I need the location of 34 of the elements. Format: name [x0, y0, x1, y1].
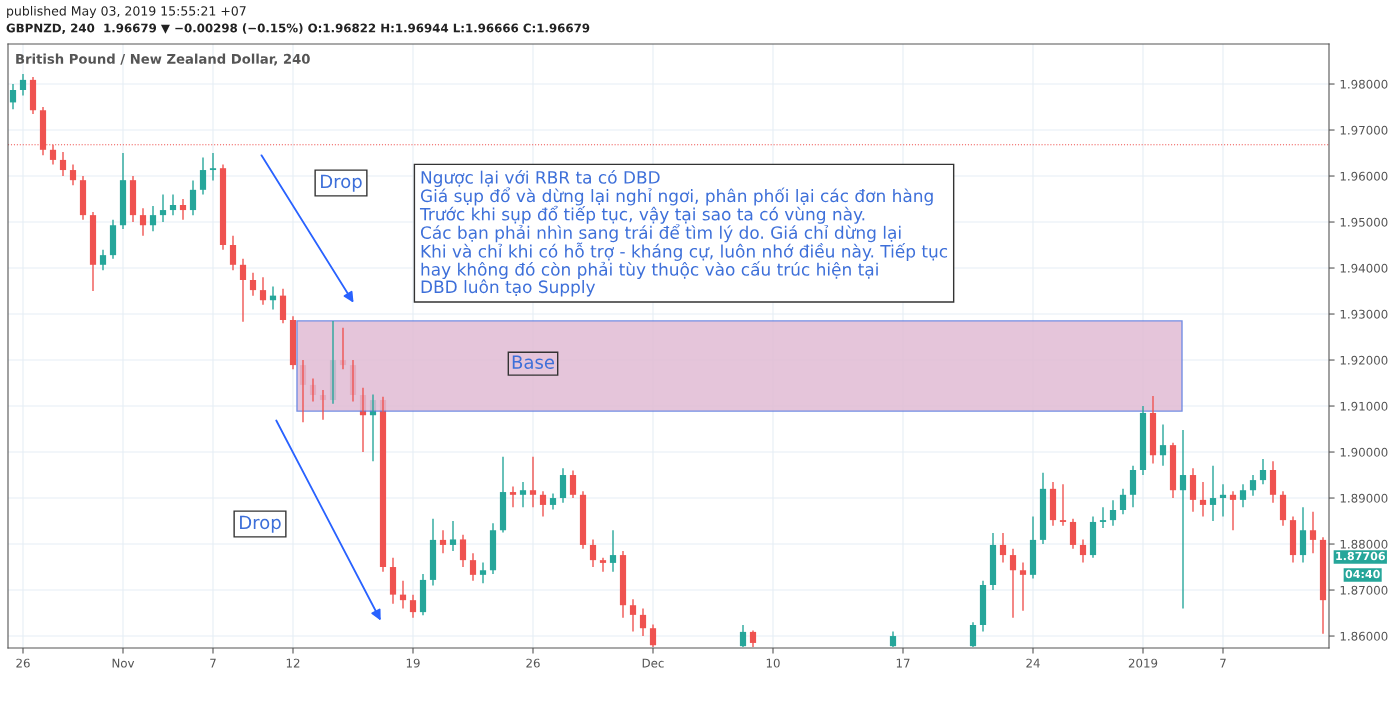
x-tick-label: 2019 — [1128, 658, 1158, 668]
x-tick-label: 26 — [526, 658, 540, 668]
y-tick-label: 1.90000 — [1340, 447, 1388, 457]
y-tick-label: 1.98000 — [1340, 79, 1388, 89]
y-tick-label: 1.89000 — [1340, 493, 1388, 503]
x-tick-label: 26 — [16, 658, 30, 668]
band-label: Base — [512, 355, 555, 369]
x-tick-label: 7 — [210, 658, 216, 668]
chart-subtitle: GBPNZD, 240 1.96679 ▼ −0.00298 (−0.15%) O:1.96822 H:1.96944 L:1.96666 C:1.96679 — [6, 23, 590, 34]
annotation: Drop — [321, 174, 362, 192]
y-tick-label: 1.96000 — [1340, 171, 1388, 181]
annotation: Drop — [240, 515, 281, 533]
x-tick-label: 19 — [406, 658, 420, 668]
x-tick-label: 12 — [286, 658, 300, 668]
y-tick-label: 1.86000 — [1340, 631, 1388, 641]
text: 04:40 — [1345, 569, 1380, 579]
x-tick-label: 24 — [1026, 658, 1040, 668]
x-tick-label: Dec — [642, 658, 664, 668]
y-tick-label: 1.95000 — [1340, 217, 1388, 227]
y-tick-label: 1.91000 — [1340, 401, 1388, 411]
annotation: Ngược lại với RBR ta có DBD Giá sụp đổ và dừng lại nghỉ ngơi, phân phối lại các đơn hàng Trước khi sụp đổ tiếp tục, vậy tại sao ta có vùng này. Các bạn phải nhìn sang trái để tìm lý do. Giá chỉ dừng lại Khi và chỉ khi có hỗ trợ - kháng cự, luôn nhớ điều này. Tiếp tục hay không đó còn phải tùy thuộc vào cấu trúc hiện tại DBD luôn tạo Supply — [419, 170, 948, 297]
text: 1.87706 — [1336, 551, 1386, 561]
y-tick-label: 1.97000 — [1340, 125, 1388, 135]
y-tick-label: 1.92000 — [1340, 355, 1388, 365]
y-tick-label: 1.87000 — [1340, 585, 1388, 595]
x-tick-label: Nov — [112, 658, 135, 668]
y-tick-label: 1.93000 — [1340, 309, 1388, 319]
y-tick-label: 1.88000 — [1340, 539, 1388, 549]
text: published May 03, 2019 15:55:21 +07 — [7, 5, 246, 19]
x-tick-label: 17 — [896, 658, 910, 668]
x-tick-label: 7 — [1220, 658, 1226, 668]
text: British Pound / New Zealand Dollar, 240 — [16, 53, 310, 66]
x-tick-label: 10 — [766, 658, 780, 668]
y-tick-label: 1.94000 — [1340, 263, 1388, 273]
